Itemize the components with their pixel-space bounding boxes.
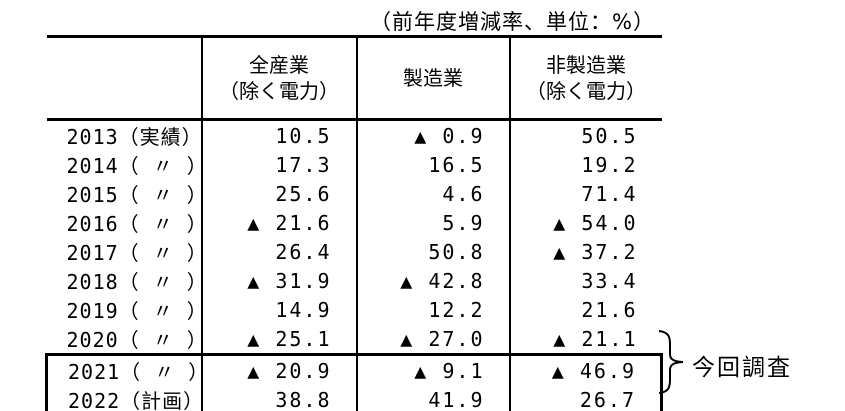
table-caption: （前年度増減率、単位：%）: [370, 10, 655, 34]
year-label: 2015（ 〃 ）: [66, 183, 208, 207]
current-survey-box: 2021（ 〃 ） ▲ 20.9 ▲ 9.1 ▲ 46.9 2022（計画） 3…: [45, 353, 663, 411]
value-cell: 19.2: [508, 150, 662, 179]
value-cell: ▲ 21.6: [200, 208, 357, 237]
value-cell: 26.4: [200, 237, 357, 266]
table-row: 2015（ 〃 ） 25.6 4.6 71.4: [47, 179, 662, 208]
year-label: 2017（ 〃 ）: [66, 241, 208, 265]
value-cell: 26.7: [508, 385, 663, 411]
table-row: 2020（ 〃 ） ▲ 25.1 ▲ 27.0 ▲ 21.1: [47, 324, 662, 355]
year-label: 2022（計画）: [45, 385, 203, 411]
value-cell: ▲ 25.1: [200, 324, 357, 355]
value-cell: 50.8: [355, 237, 510, 266]
value-cell: 14.9: [200, 295, 357, 324]
year-label: 2016（ 〃 ）: [66, 212, 208, 236]
year-label: 2021（ 〃 ）: [45, 353, 208, 385]
year-label: 2013（実績）: [66, 125, 203, 149]
value-cell: 16.5: [355, 150, 510, 179]
year-label: 2019（ 〃 ）: [66, 299, 208, 323]
column-header-all-industries: 全産業 （除く電力）: [200, 36, 357, 121]
value-cell: 5.9: [355, 208, 510, 237]
table-row: 2014（ 〃 ） 17.3 16.5 19.2: [47, 150, 662, 179]
header-corner: [46, 36, 202, 121]
year-label: 2020（ 〃 ）: [66, 328, 208, 352]
value-cell: 12.2: [355, 295, 510, 324]
table-row: 2016（ 〃 ） ▲ 21.6 5.9 ▲ 54.0: [47, 208, 662, 237]
header-row: 全産業 （除く電力） 製造業 非製造業 （除く電力）: [46, 36, 662, 121]
value-cell: 17.3: [200, 150, 357, 179]
value-cell: ▲ 31.9: [200, 266, 357, 295]
data-table: 全産業 （除く電力） 製造業 非製造業 （除く電力） 2013（実績） 10.5…: [45, 35, 663, 411]
table-row: 2022（計画） 38.8 41.9 26.7: [45, 385, 663, 411]
value-cell: ▲ 42.8: [355, 266, 510, 295]
year-label: 2014（ 〃 ）: [66, 154, 208, 178]
table-row: 2019（ 〃 ） 14.9 12.2 21.6: [47, 295, 662, 324]
value-cell: 33.4: [508, 266, 662, 295]
value-cell: 4.6: [355, 179, 510, 208]
value-cell: ▲ 0.9: [355, 119, 510, 150]
value-cell: 41.9: [355, 385, 510, 411]
survey-annotation: 今回調査: [692, 355, 792, 381]
value-cell: ▲ 37.2: [508, 237, 662, 266]
column-header-non-manufacturing: 非製造業 （除く電力）: [508, 36, 662, 121]
table-row: 2021（ 〃 ） ▲ 20.9 ▲ 9.1 ▲ 46.9: [45, 353, 663, 385]
value-cell: 21.6: [508, 295, 662, 324]
column-header-manufacturing: 製造業: [355, 36, 510, 121]
table-row: 2013（実績） 10.5 ▲ 0.9 50.5: [47, 119, 662, 150]
value-cell: ▲ 20.9: [200, 353, 357, 385]
value-cell: 25.6: [200, 179, 357, 208]
value-cell: ▲ 21.1: [508, 324, 662, 355]
value-cell: ▲ 27.0: [355, 324, 510, 355]
value-cell: 10.5: [200, 119, 357, 150]
value-cell: 71.4: [508, 179, 662, 208]
table-row: 2018（ 〃 ） ▲ 31.9 ▲ 42.8 33.4: [47, 266, 662, 295]
value-cell: ▲ 54.0: [508, 208, 662, 237]
value-cell: ▲ 9.1: [355, 353, 510, 385]
curly-brace-icon: [658, 330, 684, 394]
year-label: 2018（ 〃 ）: [66, 270, 208, 294]
value-cell: ▲ 46.9: [508, 353, 663, 385]
table-row: 2017（ 〃 ） 26.4 50.8 ▲ 37.2: [47, 237, 662, 266]
value-cell: 38.8: [200, 385, 357, 411]
value-cell: 50.5: [508, 119, 662, 150]
